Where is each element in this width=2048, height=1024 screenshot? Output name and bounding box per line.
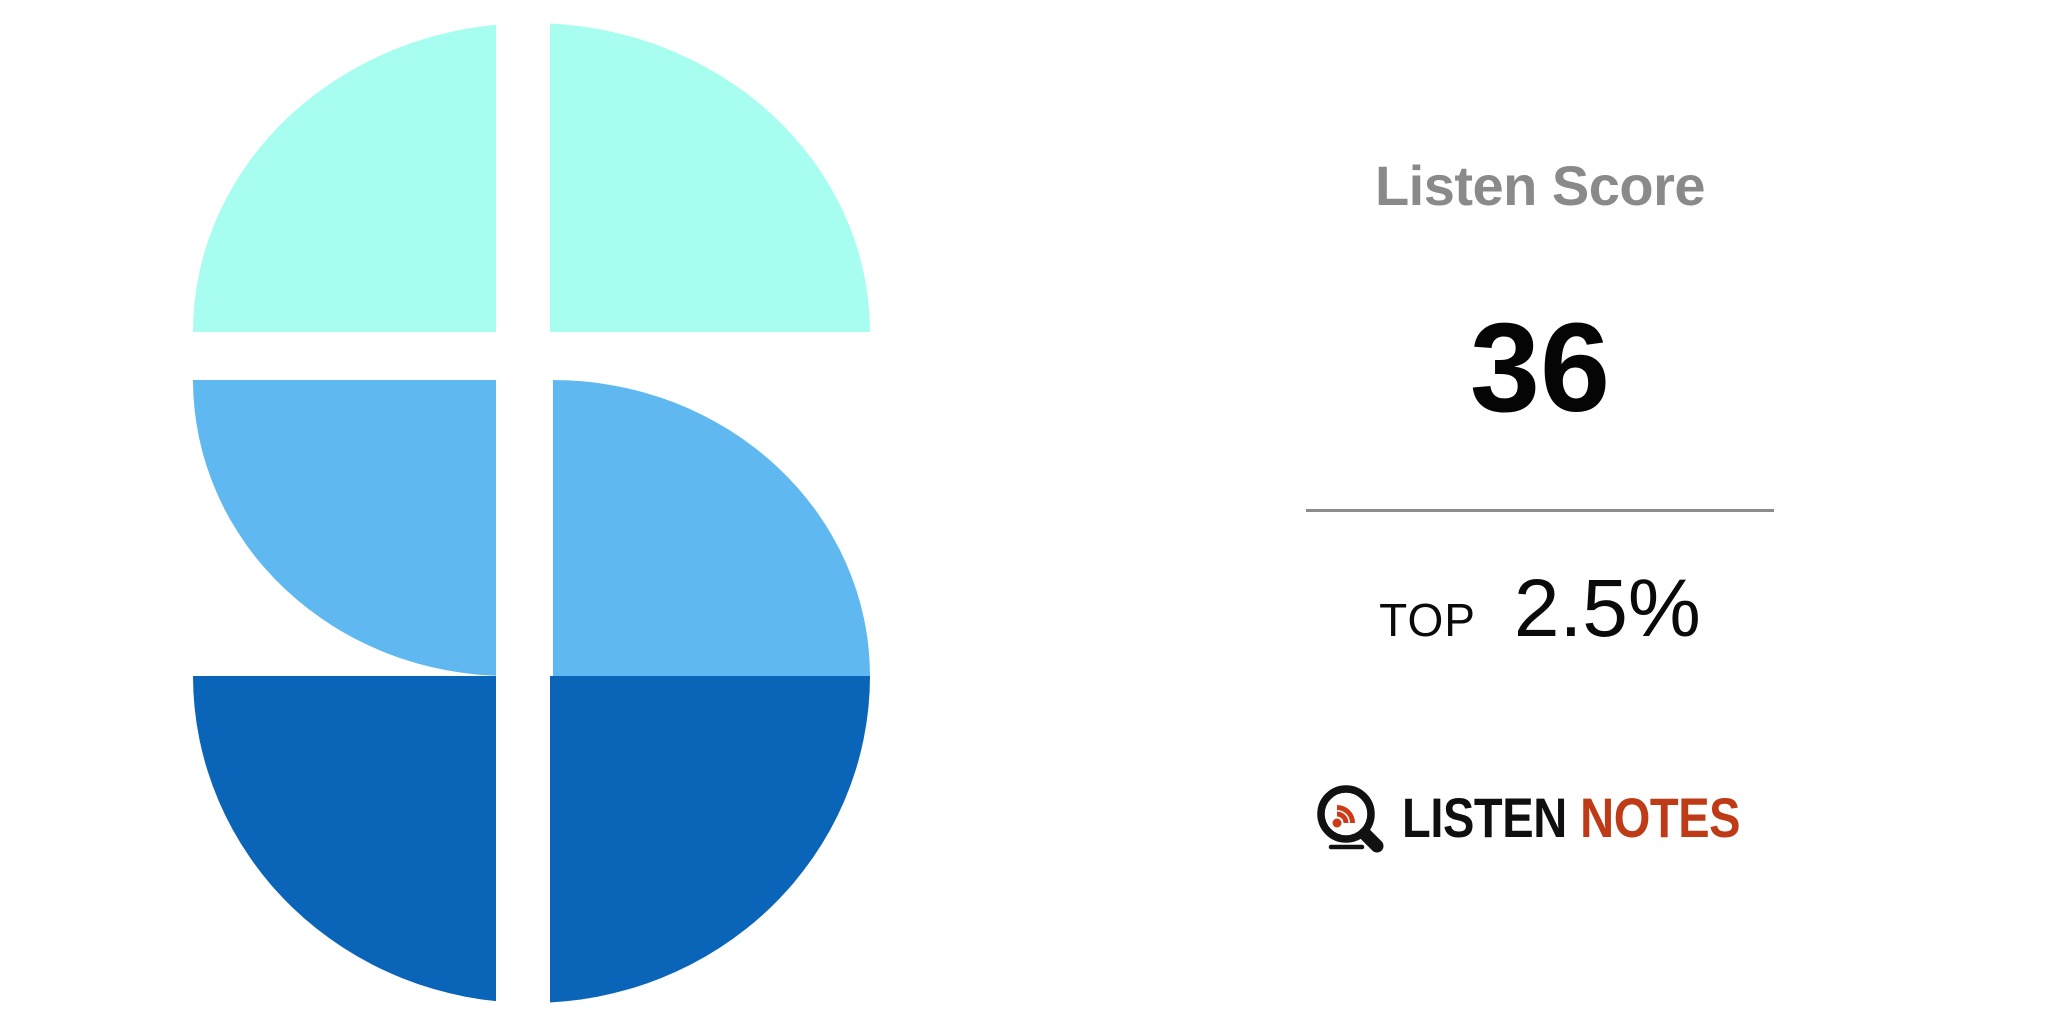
magnifier-handle (1358, 827, 1384, 853)
top-percent-row: TOP 2.5% (1250, 568, 1830, 650)
top-percent-value: 2.5% (1513, 563, 1701, 654)
panel-title: Listen Score (1374, 154, 1706, 217)
logo-middle-left-leaf (193, 380, 508, 676)
logo-middle-right-quarter (553, 380, 870, 676)
brand-wordmark: LISTEN NOTES (1402, 790, 1741, 846)
listen-notes-logo[interactable]: LISTEN NOTES (1250, 780, 1830, 870)
rss-outer-arc (1336, 805, 1355, 824)
listen-score-s-logo (193, 20, 870, 1010)
brand-word-notes: NOTES (1580, 786, 1741, 849)
rss-inner-arc (1336, 811, 1349, 824)
score-panel: Listen Score 36 TOP 2.5% LISTEN NOTES (1250, 0, 1830, 1024)
magnifier-glass-circle (1317, 785, 1375, 843)
logo-divider-bar (496, 20, 550, 1010)
divider-line (1306, 509, 1774, 512)
top-label: TOP (1379, 594, 1476, 646)
rss-dot (1332, 818, 1342, 828)
brand-word-listen: LISTEN (1402, 786, 1567, 849)
score-value: 36 (1469, 297, 1611, 438)
magnifier-rss-icon (1317, 785, 1384, 853)
